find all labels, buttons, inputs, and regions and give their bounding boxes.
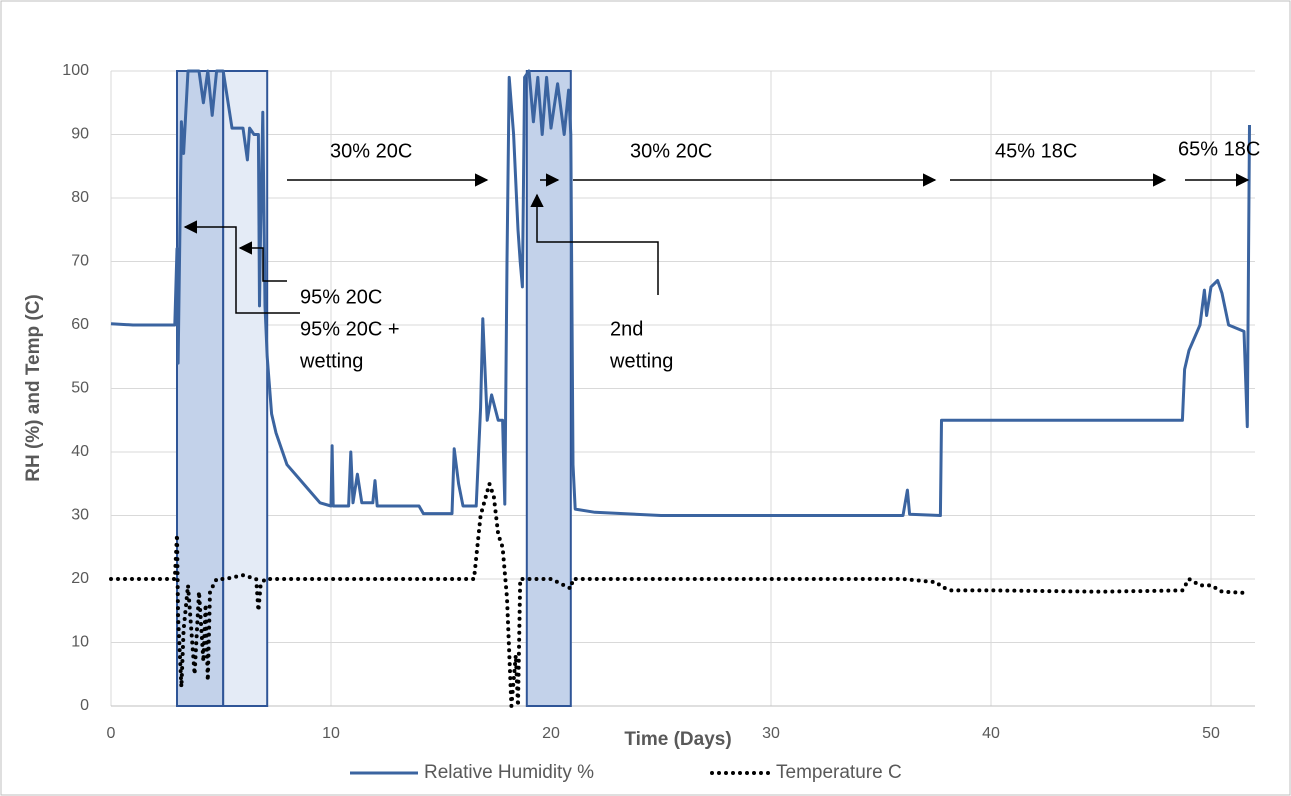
x-axis-label: Time (Days): [624, 729, 731, 750]
y-axis-label: RH (%) and Temp (C): [23, 294, 44, 482]
y-tick-label: 70: [71, 253, 89, 270]
x-tick-label: 50: [1202, 725, 1220, 742]
x-tick-label: 20: [542, 725, 560, 742]
x-tick-label: 40: [982, 725, 1000, 742]
annotation-label: 30% 20C: [630, 140, 712, 162]
annotation-label: wetting: [609, 350, 673, 372]
shaded-region: [525, 70, 572, 707]
annotation-arrow: [183, 220, 300, 314]
y-tick-label: 0: [80, 697, 89, 714]
annotation-label: wetting: [299, 350, 363, 372]
legend-label: Temperature C: [776, 762, 902, 783]
y-tick-label: 60: [71, 316, 89, 333]
x-tick-label: 0: [107, 725, 116, 742]
annotation-arrow: [530, 193, 659, 295]
y-tick-label: 90: [71, 126, 89, 143]
annotation-label: 30% 20C: [330, 140, 412, 162]
line-series: [110, 69, 1251, 517]
x-tick-label: 30: [762, 725, 780, 742]
annotation-label: 45% 18C: [995, 140, 1077, 162]
y-tick-label: 30: [71, 507, 89, 524]
y-tick-label: 80: [71, 189, 89, 206]
legend-label: Relative Humidity %: [424, 762, 594, 783]
y-tick-label: 20: [71, 570, 89, 587]
y-tick-label: 10: [71, 634, 89, 651]
x-tick-label: 10: [322, 725, 340, 742]
annotation-label: 2nd: [610, 318, 643, 340]
annotation-label: 95% 20C +: [300, 318, 400, 340]
line-series: [109, 477, 1251, 707]
annotation-label: 65% 18C: [1178, 138, 1260, 160]
annotation-label: 95% 20C: [300, 286, 382, 308]
y-tick-label: 50: [71, 380, 89, 397]
annotation-arrow: [238, 241, 287, 282]
y-tick-label: 40: [71, 443, 89, 460]
y-tick-label: 100: [62, 62, 89, 79]
